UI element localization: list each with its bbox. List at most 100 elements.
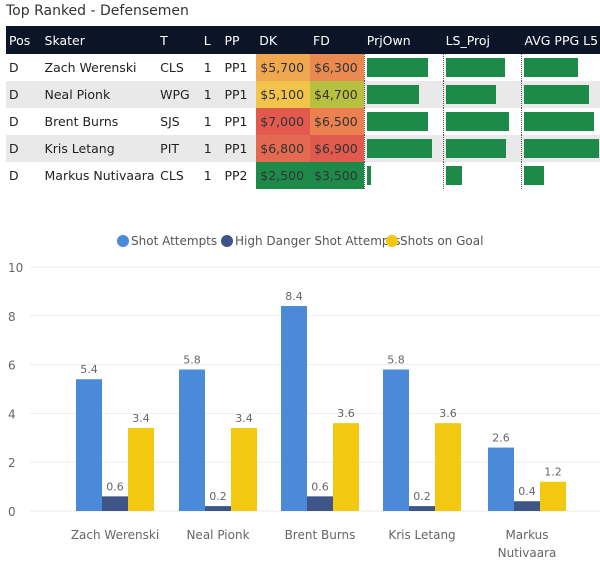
table-header: Pos Skater T L PP DK FD PrjOwn LS_Proj AVG PPG L5: [6, 26, 600, 54]
cell-ls_proj: [442, 81, 522, 108]
data-bar: [366, 85, 420, 104]
visual-title: Top Ranked - Defensemen: [6, 3, 189, 19]
bar-shots-on-goal: [435, 423, 461, 511]
column-header[interactable]: L: [203, 32, 211, 48]
cell-prjown: [363, 108, 443, 135]
data-label: 0.4: [518, 485, 536, 498]
column-header[interactable]: FD: [313, 32, 330, 48]
cell-ls_proj: [442, 108, 522, 135]
cell-pp: PP1: [224, 141, 248, 156]
bar-shot-attempts: [488, 447, 514, 511]
legend-marker: [117, 235, 129, 247]
data-label: 8.4: [285, 290, 303, 303]
data-label: 2.6: [492, 432, 510, 445]
column-header[interactable]: LS_Proj: [445, 32, 491, 48]
x-tick-label: Nutivaara: [498, 546, 557, 560]
cell-skater: Zach Werenski: [44, 60, 137, 75]
y-tick-label: 2: [8, 456, 16, 470]
data-bar: [366, 112, 428, 131]
cell-avg_ppg: [521, 54, 600, 81]
cell-team: CLS: [160, 60, 184, 75]
data-bar: [524, 112, 595, 131]
legend-label: High Danger Shot Attempts: [235, 234, 400, 248]
cell-fd: $3,500: [310, 162, 364, 189]
cell-pp: PP2: [224, 168, 248, 183]
cell-dk: $6,800: [256, 135, 311, 162]
data-bar: [445, 112, 509, 131]
cell-fd: $6,500: [310, 108, 364, 135]
data-label: 5.8: [387, 353, 405, 366]
cell-prjown: [363, 135, 443, 162]
bar-high-danger-shot-attempts: [409, 506, 435, 511]
data-label: 3.6: [439, 407, 457, 420]
bar-shots-on-goal: [540, 481, 566, 511]
bar-shot-attempts: [179, 369, 205, 511]
cell-ls_proj: [442, 162, 522, 189]
data-label: 0.6: [311, 480, 329, 493]
cell-line: 1: [203, 168, 212, 183]
bar-shots-on-goal: [128, 428, 154, 511]
cell-skater: Brent Burns: [44, 114, 119, 129]
legend-marker: [386, 235, 398, 247]
data-label: 0.2: [209, 490, 227, 503]
cell-line: 1: [203, 87, 212, 102]
cell-fd: $4,700: [310, 81, 364, 108]
column-header[interactable]: AVG PPG L5: [524, 32, 599, 48]
cell-fd: $6,300: [310, 54, 364, 81]
data-bar: [524, 166, 545, 185]
cell-pos: D: [9, 141, 19, 156]
data-label: 3.6: [337, 407, 355, 420]
cell-ls_proj: [442, 54, 522, 81]
cell-fd: $6,900: [310, 135, 364, 162]
bar-shot-attempts: [281, 306, 307, 511]
cell-team: PIT: [160, 141, 180, 156]
data-label: 0.6: [106, 480, 124, 493]
cell-team: CLS: [160, 168, 184, 183]
cell-pp: PP1: [224, 114, 248, 129]
cell-line: 1: [203, 114, 212, 129]
data-bar: [445, 58, 505, 77]
cell-pos: D: [9, 87, 19, 102]
column-header[interactable]: PP: [224, 32, 240, 48]
data-bar: [524, 139, 599, 158]
cell-avg_ppg: [521, 135, 600, 162]
y-tick-label: 8: [8, 310, 16, 324]
column-header[interactable]: DK: [259, 32, 278, 48]
cell-avg_ppg: [521, 108, 600, 135]
column-header[interactable]: Pos: [9, 32, 31, 48]
x-tick-label: Markus: [505, 528, 548, 542]
data-bar: [524, 58, 578, 77]
shots-bar-chart: 0 2 4 6 8 10 Shot Attempts High Danger Shot Att…: [8, 234, 600, 560]
cell-pp: PP1: [224, 87, 248, 102]
cell-line: 1: [203, 60, 212, 75]
cell-dk: $7,000: [256, 108, 311, 135]
column-header[interactable]: PrjOwn: [366, 32, 411, 48]
legend-label: Shot Attempts: [131, 234, 217, 248]
x-tick-label: Brent Burns: [285, 528, 356, 542]
cell-team: WPG: [160, 87, 190, 102]
y-tick-label: 0: [8, 505, 16, 519]
cell-pos: D: [9, 60, 19, 75]
bar-shots-on-goal: [333, 423, 359, 511]
data-bar: [445, 85, 497, 104]
data-bar: [366, 139, 433, 158]
cell-dk: $2,500: [256, 162, 311, 189]
column-header[interactable]: T: [160, 32, 168, 48]
cell-dk: $5,100: [256, 81, 311, 108]
data-bar: [524, 85, 590, 104]
cell-skater: Neal Pionk: [44, 87, 111, 102]
cell-team: SJS: [160, 114, 180, 129]
legend-label: Shots on Goal: [400, 234, 483, 248]
cell-line: 1: [203, 141, 212, 156]
cell-dk: $5,700: [256, 54, 311, 81]
column-header[interactable]: Skater: [44, 32, 85, 48]
x-tick-label: Zach Werenski: [71, 528, 159, 542]
x-tick-label: Neal Pionk: [186, 528, 249, 542]
table-row: D Brent Burns SJS 1 PP1 $7,000 $6,500: [6, 108, 600, 135]
cell-avg_ppg: [521, 81, 600, 108]
cell-prjown: [363, 54, 443, 81]
table-row: D Zach Werenski CLS 1 PP1 $5,700 $6,300: [6, 54, 600, 81]
x-tick-label: Kris Letang: [388, 528, 455, 542]
y-tick-label: 10: [8, 261, 23, 275]
bar-high-danger-shot-attempts: [205, 506, 231, 511]
